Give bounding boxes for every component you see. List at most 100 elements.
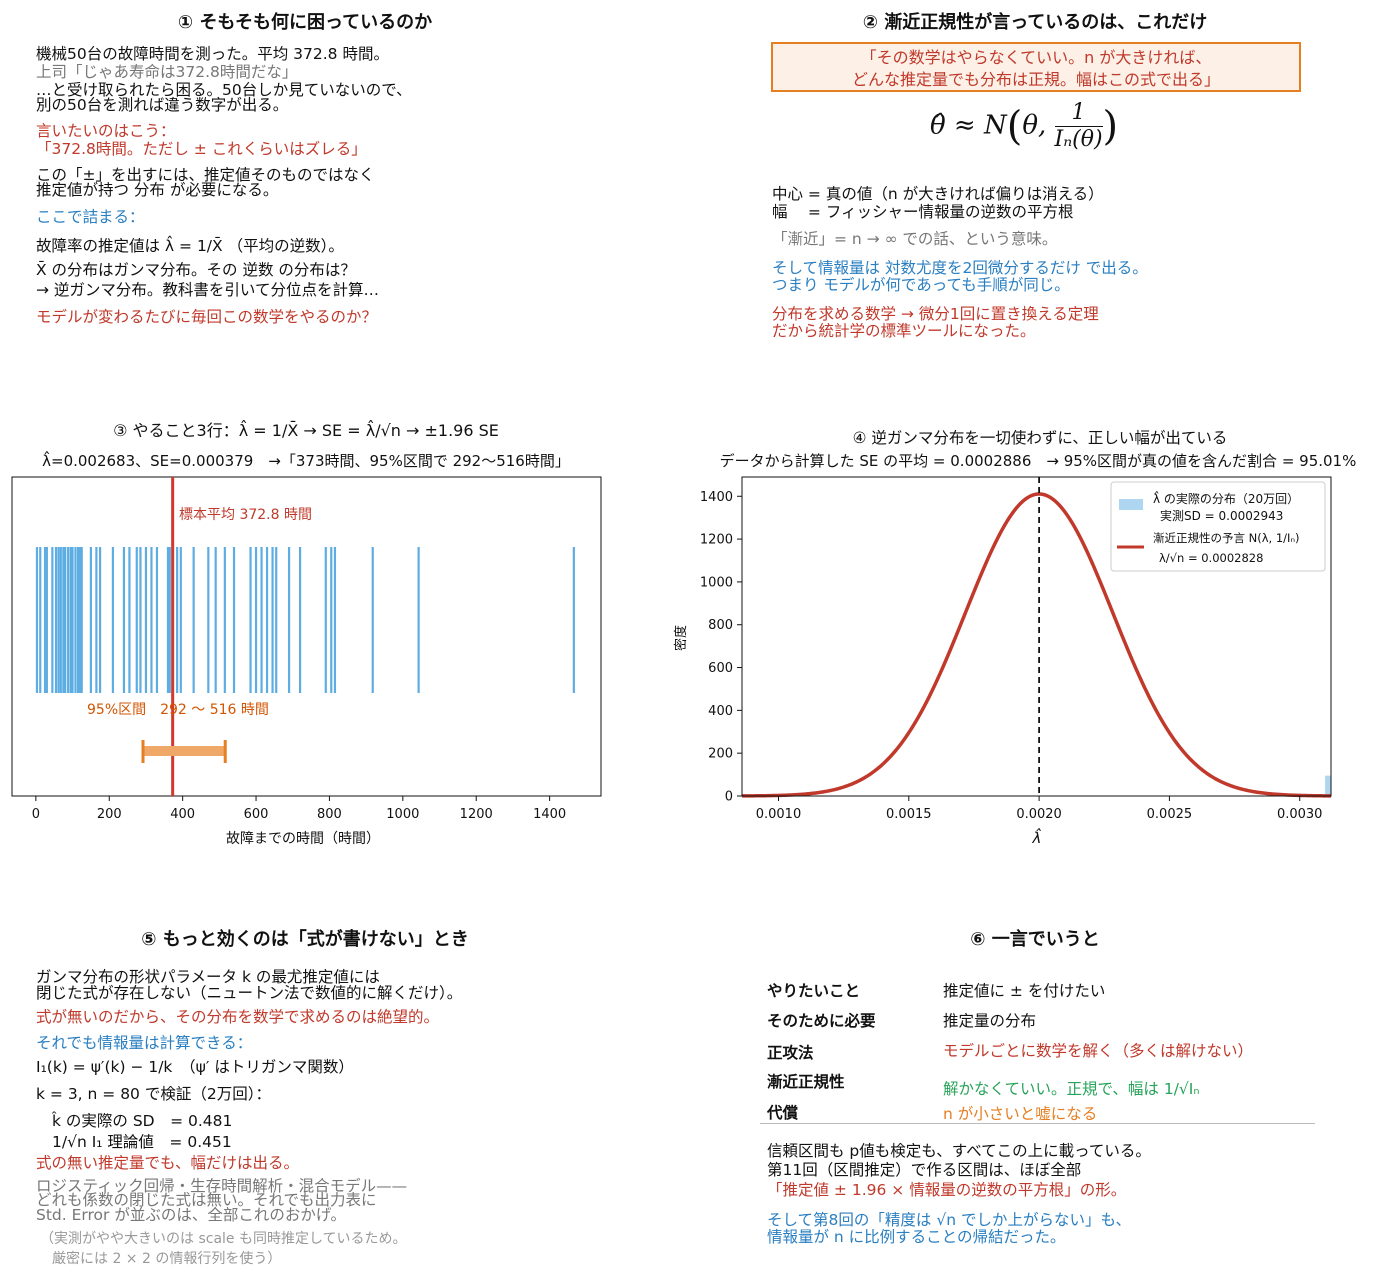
y-tick-label: 0 xyxy=(725,790,733,805)
x-tick-label: 1400 xyxy=(533,807,566,822)
summary-label: 代償 xyxy=(767,1104,799,1122)
x-tick-label: 200 xyxy=(97,807,122,822)
x-tick-label: 0.0025 xyxy=(1147,807,1193,822)
summary-label: やりたいこと xyxy=(767,982,861,1000)
formula-lhs: θ̂ ≈ N xyxy=(930,110,1007,141)
hist-xlabel: λ̂ xyxy=(1032,827,1042,847)
summary-value: モデルごとに数学を解く（多くは解けない） xyxy=(943,1042,1254,1060)
panel1-line: → 逆ガンマ分布。教科書を引いて分位点を計算… xyxy=(36,281,379,299)
panel2-line: 中心 = 真の値（n が大きければ偏りは消える） xyxy=(772,185,1104,203)
panel6-title: ⑥ 一言でいうと xyxy=(970,929,1100,950)
hist-ylabel: 密度 xyxy=(673,625,689,651)
formula-args: θ, xyxy=(1022,110,1047,141)
hist-bar xyxy=(1325,775,1331,796)
histogram-chart: 0.0010 0.0015 0.0020 0.0025 0.0030 0 200 400 600… xyxy=(673,476,1332,847)
asymptotic-formula: θ̂ ≈ N(θ, 1 Iₙ(θ) ) xyxy=(930,100,1119,152)
y-tick-label: 400 xyxy=(708,704,733,719)
x-tick-label: 800 xyxy=(317,807,342,822)
callout-box: 「その数学はやらなくていい。n が大きければ、 どんな推定量でも分布は正規。幅は… xyxy=(771,42,1301,92)
y-tick-label: 200 xyxy=(708,747,733,762)
panel1-line: …と受け取られたら困る。50台しか見ていないので、 xyxy=(36,81,412,99)
panel4-title: ④ 逆ガンマ分布を一切使わずに、正しい幅が出ている xyxy=(852,429,1228,447)
panel5-line: （実測がやや大きいのは scale も同時推定しているため。 xyxy=(40,1231,407,1247)
summary-label: そのために必要 xyxy=(767,1012,876,1030)
x-tick-label: 600 xyxy=(244,807,269,822)
panel5-line: I₁(k) = ψ′(k) − 1/k （ψ′ はトリガンマ関数） xyxy=(36,1058,354,1076)
panel3-title: ③ やること3行：λ̂ = 1/X̄ → SE = λ̂/√n → ±1.96 … xyxy=(113,421,499,440)
rug-plot-frame xyxy=(11,476,602,797)
y-tick-label: 1200 xyxy=(700,533,733,548)
panel5-line: Std. Error が並ぶのは、全部これのおかげ。 xyxy=(36,1206,347,1224)
panel2-line: そして情報量は 対数尤度を2回微分するだけ で出る。 xyxy=(772,259,1148,277)
panel1-line: この「±」を出すには、推定値そのものではなく xyxy=(36,166,375,184)
summary-label: 正攻法 xyxy=(767,1044,814,1062)
panel5-line: 式の無い推定量でも、幅だけは出る。 xyxy=(36,1154,300,1172)
panel1-line: X̄ の分布はガンマ分布。その 逆数 の分布は？ xyxy=(36,261,356,279)
panel2-line: 幅 = フィッシャー情報量の逆数の平方根 xyxy=(772,203,1074,221)
panel2-line: つまり モデルが何であっても手順が同じ。 xyxy=(772,276,1070,294)
y-tick-label: 800 xyxy=(708,618,733,633)
callout-line: どんな推定量でも分布は正規。幅はこの式で出る」 xyxy=(851,70,1220,89)
legend-curve-sd: λ/√n = 0.0002828 xyxy=(1159,551,1263,565)
x-tick-label: 1200 xyxy=(460,807,493,822)
legend-hist-label: λ̂ の実際の分布（20万回） xyxy=(1153,490,1299,506)
panel1-line: 推定値が持つ 分布 が必要になる。 xyxy=(36,181,279,199)
panel6-line: そして第8回の「精度は √n でしか上がらない」も、 xyxy=(767,1211,1131,1229)
panel5-line: k = 3, n = 80 で検証（2万回）： xyxy=(36,1085,271,1103)
formula-den: Iₙ(θ) xyxy=(1054,127,1103,152)
normal-curve xyxy=(741,492,1332,798)
panel1-line: ここで詰まる： xyxy=(36,208,145,226)
summary-value: 推定値に ± を付けたい xyxy=(943,982,1106,1000)
x-tick-label: 400 xyxy=(170,807,195,822)
formula-num: 1 xyxy=(1054,100,1103,127)
y-tick-label: 1000 xyxy=(700,575,733,590)
legend-curve-label: 漸近正規性の予言 N(λ, 1/Iₙ) xyxy=(1153,531,1300,545)
legend-hist-sd: 実測SD = 0.0002943 xyxy=(1160,508,1283,523)
rug-chart: 0 200 400 600 800 1000 1200 1400 標本平均 372.8 時間 … xyxy=(11,476,602,847)
rug-xlabel: 故障までの時間（時間） xyxy=(226,831,380,847)
panel1-line: 故障率の推定値は λ̂ = 1/X̄ （平均の逆数）。 xyxy=(36,237,344,255)
legend: λ̂ の実際の分布（20万回） 実測SD = 0.0002943 漸近正規性の予… xyxy=(1110,481,1326,572)
panel1-line: 上司「じゃあ寿命は372.8時間だな」 xyxy=(36,63,298,81)
hist-plot-frame xyxy=(741,476,1332,797)
panel6-line: 「推定値 ± 1.96 × 情報量の逆数の平方根」の形。 xyxy=(767,1181,1127,1199)
panel5-line: k̂ の実際の SD = 0.481 xyxy=(52,1112,233,1130)
panel5-line: ロジスティック回帰・生存時間解析・混合モデル—— xyxy=(36,1177,408,1195)
legend-hist-swatch xyxy=(1119,499,1143,510)
x-tick-label: 0 xyxy=(32,807,40,822)
panel6-line: 情報量が n に比例することの帰結だった。 xyxy=(767,1228,1066,1246)
callout-line: 「その数学はやらなくていい。n が大きければ、 xyxy=(860,48,1212,67)
panel1-line: 機械50台の故障時間を測った。平均 372.8 時間。 xyxy=(36,45,389,63)
panel1-line: モデルが変わるたびに毎回この数学をやるのか？ xyxy=(36,308,378,326)
panel1-line: 「372.8時間。ただし ± これくらいはズレる」 xyxy=(36,140,367,158)
summary-value: n が小さいと嘘になる xyxy=(943,1105,1098,1123)
panel5-line: 1/√n I₁ 理論値 = 0.451 xyxy=(52,1133,232,1151)
x-tick-label: 1000 xyxy=(386,807,419,822)
summary-value: 解かなくていい。正規で、幅は 1/√Iₙ xyxy=(943,1080,1200,1098)
panel5-title: ⑤ もっと効くのは「式が書けない」とき xyxy=(141,929,469,950)
panel2-line: だから統計学の標準ツールになった。 xyxy=(772,322,1036,340)
y-tick-label: 600 xyxy=(708,661,733,676)
panel1-line: 別の50台を測れば違う数字が出る。 xyxy=(36,96,289,114)
summary-value: 推定量の分布 xyxy=(943,1012,1037,1030)
panel1-line: 言いたいのはこう： xyxy=(36,122,176,140)
x-tick-label: 0.0015 xyxy=(886,807,932,822)
panel5-line: どれも係数の閉じた式は無い。それでも出力表に xyxy=(36,1191,377,1209)
y-tick-label: 1400 xyxy=(700,490,733,505)
panel5-line: 厳密には 2 × 2 の情報行列を使う） xyxy=(52,1251,282,1267)
x-tick-label: 0.0020 xyxy=(1016,807,1062,822)
panel2-line: 分布を求める数学 → 微分1回に置き換える定理 xyxy=(772,305,1099,323)
panel2-line: 「漸近」= n → ∞ での話、という意味。 xyxy=(772,230,1058,248)
panel5-line: 閉じた式が存在しない（ニュートン法で数値的に解くだけ）。 xyxy=(36,984,463,1002)
x-tick-label: 0.0010 xyxy=(756,807,802,822)
x-tick-label: 0.0030 xyxy=(1277,807,1323,822)
summary-label: 漸近正規性 xyxy=(767,1073,845,1091)
rug-mean-label: 標本平均 372.8 時間 xyxy=(179,507,312,523)
panel3-subtitle: λ̂=0.002683、SE=0.000379 →「373時間、95%区間で 2… xyxy=(42,452,570,470)
panel6-line: 第11回（区間推定）で作る区間は、ほぼ全部 xyxy=(767,1161,1082,1179)
panel1-title: ① そもそも何に困っているのか xyxy=(177,12,433,33)
summary-divider xyxy=(760,1123,1315,1124)
panel6-line: 信頼区間も p値も検定も、すべてこの上に載っている。 xyxy=(767,1142,1151,1160)
panel2-title: ② 漸近正規性が言っているのは、これだけ xyxy=(862,12,1208,33)
rug-ci-label: 95%区間 292 〜 516 時間 xyxy=(87,702,269,718)
